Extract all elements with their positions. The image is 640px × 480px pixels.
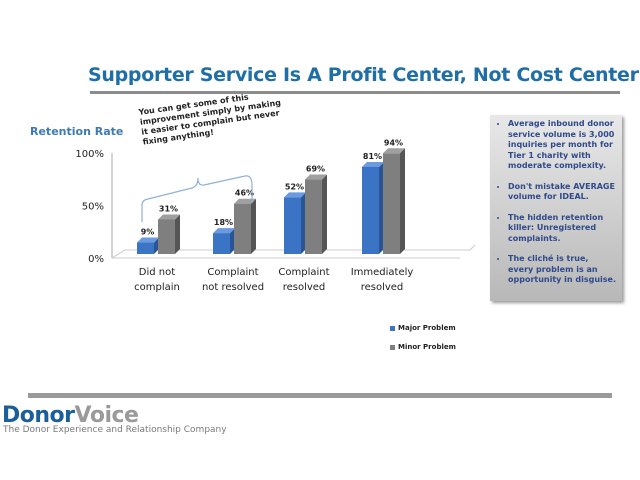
legend-minor: Minor Problem (390, 343, 456, 351)
data-label: 52% (285, 182, 304, 191)
bar-top (158, 214, 180, 220)
donorvoice-logo: DonorVoice (2, 403, 139, 428)
footer-divider (28, 393, 612, 398)
bar (362, 166, 379, 254)
bar-side (400, 148, 405, 254)
logo-part1: Donor (2, 403, 75, 428)
data-label: 9% (141, 228, 155, 237)
legend-major: Major Problem (390, 324, 456, 332)
legend-label: Major Problem (398, 324, 456, 332)
bar-top (284, 192, 306, 198)
bar (137, 242, 154, 254)
bar-top (305, 174, 327, 180)
logo-part2: Voice (74, 403, 139, 428)
sidebar-bullet: The cliché is true, every problem is an … (508, 254, 616, 286)
callout-bracket (141, 175, 253, 222)
bar-top (234, 198, 256, 204)
bar (383, 153, 400, 254)
bar (158, 219, 175, 254)
sidebar-bullet: Average inbound donor service volume is … (508, 119, 616, 172)
data-label: 69% (306, 165, 325, 174)
y-tick-label: 0% (88, 254, 104, 265)
y-tick-label: 100% (75, 149, 104, 160)
slide-title: Supporter Service Is A Profit Center, No… (88, 64, 639, 86)
x-tick-label: Complaint (278, 267, 329, 278)
x-tick-label: not resolved (202, 282, 264, 293)
bar (305, 179, 322, 254)
bar-side (175, 214, 180, 254)
data-label: 81% (363, 152, 382, 161)
x-tick-label: resolved (361, 282, 404, 293)
bar-side (379, 161, 384, 254)
data-label: 31% (159, 204, 178, 213)
bar-side (251, 198, 256, 254)
x-tick-label: Immediately (351, 267, 414, 278)
bar-side (230, 228, 235, 254)
bar-top (362, 161, 384, 167)
x-tick-label: Did not (139, 267, 175, 278)
bar-side (154, 237, 159, 254)
bar-top (213, 228, 235, 234)
bar-top (383, 148, 405, 154)
bar-side (322, 174, 327, 254)
x-tick-label: complain (134, 282, 180, 293)
data-label: 94% (384, 138, 403, 147)
bar (234, 203, 251, 254)
legend-label: Minor Problem (398, 343, 456, 351)
bar (284, 197, 301, 254)
sidebar-bullet: The hidden retention killer: Unregistere… (508, 213, 616, 245)
legend-swatch-minor (390, 344, 395, 350)
x-tick-label: Complaint (207, 267, 258, 278)
y-tick-label: 50% (82, 202, 104, 213)
x-tick-label: resolved (283, 282, 326, 293)
bar (213, 233, 230, 254)
data-label: 46% (235, 189, 254, 198)
bar-top (137, 237, 159, 243)
title-divider (90, 91, 620, 94)
data-label: 18% (214, 218, 233, 227)
y-axis-label: Retention Rate (30, 125, 124, 138)
legend-swatch-major (390, 325, 395, 331)
sidebar-notes: Average inbound donor service volume is … (490, 115, 622, 301)
logo-tagline: The Donor Experience and Relationship Co… (3, 425, 227, 435)
bar-side (301, 192, 306, 254)
sidebar-bullet: Don't mistake AVERAGE volume for IDEAL. (508, 182, 616, 203)
